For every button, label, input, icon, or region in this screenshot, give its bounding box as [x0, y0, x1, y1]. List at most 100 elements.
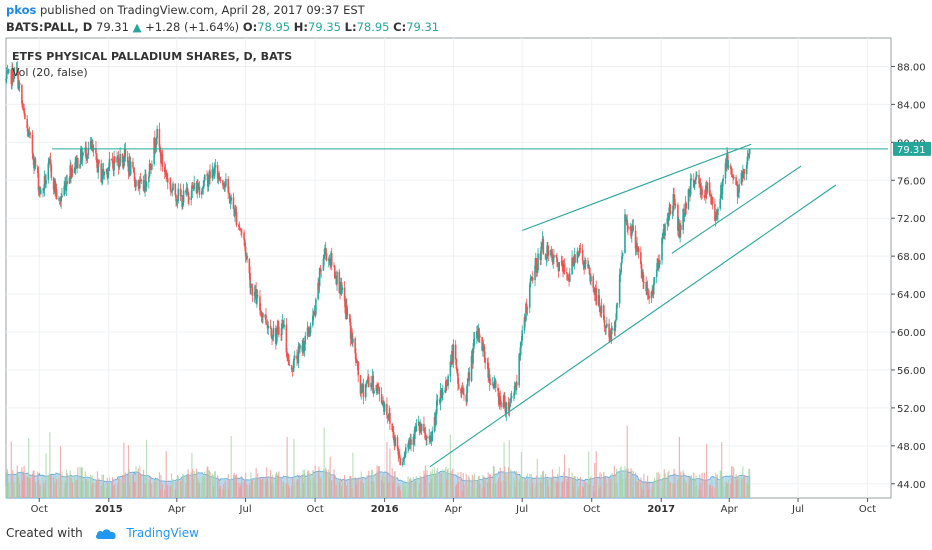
volume-bar	[610, 477, 612, 498]
volume-bar	[234, 475, 236, 498]
candle-body	[54, 179, 56, 192]
volume-bar	[193, 471, 195, 498]
candle-body	[117, 157, 120, 168]
candle-body	[745, 164, 748, 174]
candle-body	[60, 197, 62, 202]
candle-body	[47, 163, 50, 180]
volume-bar	[192, 479, 195, 498]
candle-body	[16, 67, 19, 71]
volume-bar	[738, 478, 740, 498]
volume-bar	[652, 483, 654, 498]
candle-body	[234, 208, 237, 213]
candle-body	[133, 172, 136, 181]
trendlines[interactable]	[52, 143, 888, 468]
volume-bar	[334, 488, 337, 498]
volume-bar	[161, 487, 163, 498]
candle-body	[225, 178, 227, 187]
volume-bar	[38, 487, 40, 498]
candlestick-series	[5, 61, 751, 468]
candle-body	[365, 382, 368, 384]
volume-bar	[238, 483, 240, 498]
volume-bar	[699, 474, 701, 498]
volume-bar	[495, 483, 497, 498]
volume-bar	[349, 475, 351, 498]
volume-bar	[518, 481, 520, 498]
volume-bar	[616, 468, 618, 498]
y-tick-label: 44.00	[897, 480, 926, 491]
volume-bar	[235, 474, 238, 498]
candle-body	[32, 153, 35, 161]
candle-body	[50, 165, 53, 178]
volume-bar	[683, 472, 685, 498]
candle-body	[673, 194, 675, 200]
candle-body	[513, 385, 516, 395]
volume-bar	[696, 485, 698, 498]
volume-bar	[235, 475, 237, 498]
volume-bar	[414, 480, 416, 498]
volume-bar	[13, 483, 15, 498]
volume-bar	[171, 485, 173, 498]
candle-body	[509, 398, 511, 407]
candle-body	[466, 385, 468, 403]
candle-body	[719, 198, 721, 209]
volume-bar	[553, 477, 555, 498]
volume-bar	[355, 479, 357, 498]
x-tick-label: Oct	[583, 504, 600, 515]
volume-bar	[309, 479, 312, 498]
candle-body	[569, 274, 571, 282]
volume-bar	[497, 480, 499, 498]
volume-bar	[10, 441, 12, 498]
volume-bar	[103, 485, 105, 498]
volume-bar	[709, 484, 711, 498]
x-tick-label: Jul	[791, 504, 804, 515]
candle-body	[278, 326, 280, 335]
candle-body	[235, 212, 238, 226]
volume-bar	[577, 488, 579, 498]
volume-bar	[323, 427, 325, 498]
candle-body	[454, 344, 457, 360]
candle-body	[487, 362, 489, 378]
volume-bar	[43, 483, 45, 498]
candle-body	[161, 153, 164, 167]
volume-bar	[689, 479, 691, 498]
volume-bar	[17, 477, 19, 498]
candle-body	[158, 128, 161, 148]
candle-body	[124, 148, 127, 157]
candle-body	[466, 378, 469, 386]
volume-bar	[329, 456, 331, 498]
candle-body	[203, 174, 206, 181]
volume-bar	[186, 476, 188, 498]
volume-bar	[179, 480, 182, 498]
candle-body	[598, 295, 601, 307]
tradingview-brand-link[interactable]: TradingView	[126, 526, 199, 540]
volume-bar	[96, 479, 98, 498]
publisher-username[interactable]: pkos	[6, 3, 37, 17]
volume-bar	[148, 480, 150, 498]
candle-body	[118, 165, 121, 168]
volume-bar	[288, 487, 291, 498]
volume-bar	[282, 481, 284, 498]
candle-body	[436, 399, 439, 401]
candle-body	[457, 373, 459, 384]
volume-bar	[105, 489, 108, 498]
volume-bar	[677, 479, 679, 498]
volume-bar	[560, 482, 563, 498]
candle-body	[565, 272, 568, 274]
volume-bar	[705, 443, 708, 498]
volume-bar	[85, 478, 87, 498]
candle-body	[95, 153, 98, 163]
candle-body	[396, 437, 399, 448]
candle-body	[29, 133, 31, 135]
volume-bar	[604, 475, 606, 498]
y-tick-label: 76.00	[897, 176, 926, 187]
volume-bar	[270, 485, 272, 498]
candle-body	[154, 138, 156, 148]
candle-body	[672, 194, 675, 212]
volume-bar	[674, 484, 676, 498]
volume-bar	[599, 472, 601, 498]
volume-bar	[659, 474, 661, 498]
candle-body	[682, 208, 684, 230]
volume-bar	[457, 472, 459, 498]
volume-bar	[361, 476, 363, 498]
